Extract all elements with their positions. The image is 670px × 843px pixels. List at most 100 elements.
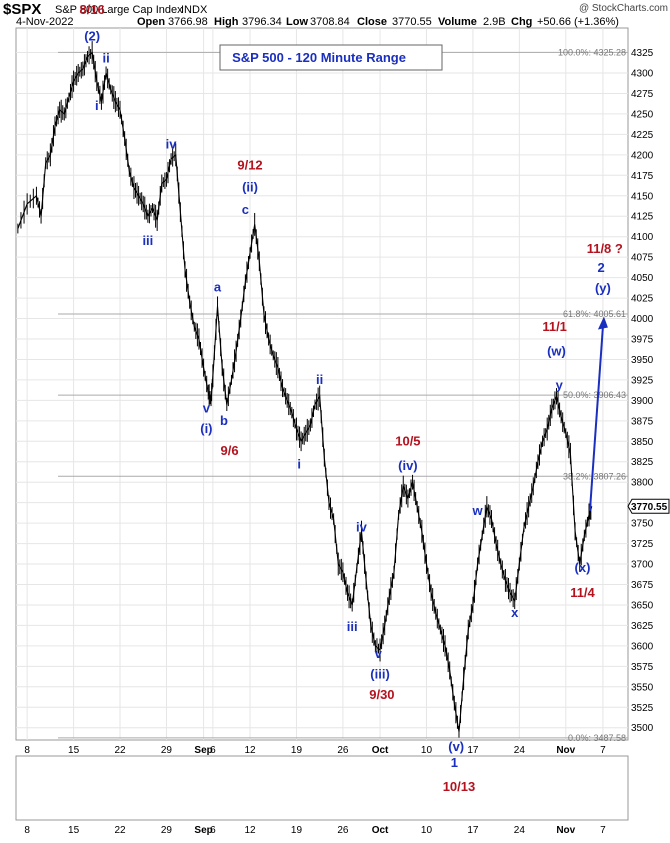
y-tick-label: 3550 (631, 682, 654, 693)
y-tick-label: 4325 (631, 48, 654, 59)
y-tick-label: 4275 (631, 89, 654, 100)
x-tick-label: Sep (194, 745, 212, 756)
last-price-marker: 3770.55 (627, 498, 670, 514)
y-tick-label: 4025 (631, 294, 654, 305)
x-tick-label: 17 (467, 745, 479, 756)
x-tick-label: 6 (210, 825, 216, 836)
wave-label: 8/16 (79, 2, 104, 17)
open-value: 3766.98 (168, 16, 208, 28)
x-tick-label: 29 (161, 745, 173, 756)
x-tick-label: Nov (556, 745, 575, 756)
chg-value: +50.66 (+1.36%) (537, 16, 619, 28)
chg-label: Chg (511, 16, 532, 28)
wave-label: ii (316, 372, 323, 387)
x-tick-label: 8 (24, 825, 30, 836)
fib-label: 50.0%: 3906.43 (563, 390, 626, 400)
wave-label: 9/6 (221, 443, 239, 458)
wave-label: 1 (451, 755, 458, 770)
lower-panel (15, 755, 629, 821)
low-value: 3708.84 (310, 16, 350, 28)
projection-arrow-head (597, 316, 608, 330)
x-tick-label: 26 (337, 825, 349, 836)
price-series (17, 41, 608, 738)
wave-label: (i) (200, 421, 212, 436)
plot-area (15, 27, 629, 741)
wave-label: ii (102, 50, 109, 65)
y-tick-label: 3725 (631, 539, 654, 550)
wave-label: (ii) (242, 180, 258, 195)
x-tick-label: 19 (291, 825, 303, 836)
x-tick-label: 29 (161, 825, 173, 836)
y-tick-label: 3625 (631, 621, 654, 632)
x-tick-label: 17 (467, 825, 479, 836)
x-tick-label: Sep (194, 825, 212, 836)
y-tick-label: 3800 (631, 478, 654, 489)
x-tick-label: 26 (337, 745, 349, 756)
wave-annotations: 8/16(2)iiiiviii9/12(ii)cav(i)b9/6iii10/5… (79, 2, 622, 702)
wave-label: (w) (547, 343, 566, 358)
wave-label: 2 (597, 260, 604, 275)
y-tick-label: 3950 (631, 355, 654, 366)
symbol-label: $SPX (3, 1, 41, 18)
wave-label: (iv) (398, 458, 418, 473)
chart-header: $SPX S&P 500 Large Cap Index INDX @ Stoc… (3, 1, 668, 28)
wave-label: w (471, 503, 483, 518)
wave-label: 11/1 (542, 319, 567, 334)
fib-label: 0.0%: 3487.58 (568, 733, 626, 743)
y-tick-label: 3500 (631, 723, 654, 734)
y-tick-label: 3750 (631, 519, 654, 530)
chart-title-box: S&P 500 - 120 Minute Range (219, 44, 443, 71)
wave-label: iv (166, 136, 178, 151)
date-label: 4-Nov-2022 (16, 16, 73, 28)
close-value: 3770.55 (392, 16, 432, 28)
x-tick-label: 10 (421, 745, 433, 756)
wave-label: iii (347, 619, 358, 634)
x-tick-label: 10 (421, 825, 433, 836)
wave-label: iv (356, 519, 368, 534)
wave-label: (x) (575, 560, 591, 575)
y-tick-label: 4175 (631, 171, 654, 182)
y-tick-label: 3675 (631, 580, 654, 591)
x-tick-label: 6 (210, 745, 216, 756)
watermark: @ StockCharts.com (579, 3, 668, 14)
y-tick-label: 4150 (631, 191, 654, 202)
x-tick-label: 24 (514, 825, 526, 836)
below-axis-annotations: (v)1 10/13 (443, 739, 476, 794)
wave-label: v (375, 646, 383, 661)
fib-label: 38.2%: 3807.26 (563, 471, 626, 481)
high-value: 3796.34 (242, 16, 282, 28)
wave-label: b (220, 413, 228, 428)
y-tick-label: 4250 (631, 109, 654, 120)
wave-label: v (203, 401, 211, 416)
low-label: Low (286, 16, 308, 28)
exchange-label: INDX (181, 4, 208, 16)
y-tick-label: 3975 (631, 334, 654, 345)
y-tick-label: 4300 (631, 69, 654, 80)
wave-label: (2) (84, 28, 100, 43)
y-tick-label: 4050 (631, 273, 654, 284)
index-name: S&P 500 Large Cap Index (55, 4, 183, 16)
fib-label: 100.0%: 4325.28 (558, 47, 626, 57)
last-price-label: 3770.55 (631, 502, 668, 513)
high-label: High (214, 16, 239, 28)
wave-label: c (242, 202, 249, 217)
wave-label: 9/30 (369, 687, 394, 702)
y-tick-label: 3700 (631, 560, 654, 571)
x-tick-label: 12 (244, 825, 256, 836)
wave-label: 10/5 (395, 433, 420, 448)
x-tick-label: 24 (514, 745, 526, 756)
x-tick-label: Oct (372, 745, 389, 756)
y-tick-label: 4100 (631, 232, 654, 243)
x-tick-label: 22 (114, 745, 126, 756)
wave-label: 9/12 (237, 158, 262, 173)
y-axis: 3500 3525 3550 3575 3600 3625 3650 3675 3700 3725… (631, 48, 654, 734)
wave-label: i (95, 98, 99, 113)
wave-label: a (214, 280, 222, 295)
wave-label: (v) (448, 739, 464, 754)
y-tick-label: 4000 (631, 314, 654, 325)
chart-title: S&P 500 - 120 Minute Range (232, 50, 406, 65)
wave-label: 11/4 (570, 585, 595, 600)
y-tick-label: 4075 (631, 253, 654, 264)
